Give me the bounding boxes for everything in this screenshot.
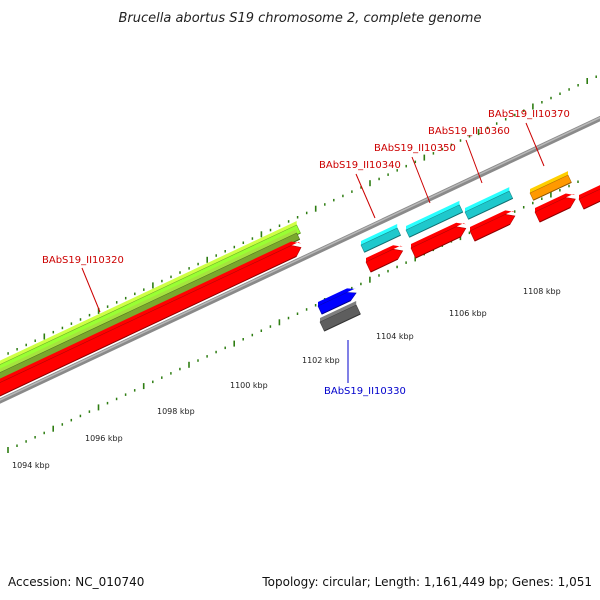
- gene-bar-10330: [317, 288, 357, 315]
- gene-label-leader: [81, 267, 101, 313]
- gene-labels: BAbS19_II10320 BAbS19_II10330 BAbS19_II103…: [42, 109, 570, 397]
- scale-label: 1104 kbp: [376, 332, 414, 341]
- gene-label-leader: [355, 173, 376, 219]
- gene-label-10340: BAbS19_II10340: [319, 160, 401, 171]
- backbone-layer: [0, 115, 600, 404]
- gene-bar-cds-10320: [0, 241, 302, 397]
- gene-label-leader: [411, 156, 431, 204]
- gene-bar-cyan-10340: [360, 224, 401, 253]
- gene-bar-cds-10360: [469, 210, 516, 242]
- accession-text: Accession: NC_010740: [8, 575, 144, 589]
- gene-label-10320: BAbS19_II10320: [42, 255, 124, 266]
- scale-label: 1098 kbp: [157, 407, 195, 416]
- gene-label-10350: BAbS19_II10350: [374, 143, 456, 154]
- gene-bar-cyan-10360: [464, 187, 514, 220]
- scale-label: 1106 kbp: [449, 309, 487, 318]
- gene-features: [0, 171, 600, 397]
- gene-label-10330: BAbS19_II10330: [324, 386, 406, 397]
- gene-bar-orange-10370: [529, 171, 572, 201]
- gene-label-10360: BAbS19_II10360: [428, 126, 510, 137]
- scale-label: 1108 kbp: [523, 287, 561, 296]
- scale-label: 1096 kbp: [85, 434, 123, 443]
- gene-bar-cds-10350: [410, 222, 467, 259]
- gene-label-leader: [465, 139, 483, 184]
- gene-bar-cds-10370: [534, 193, 576, 223]
- scale-ticks: 1094 kbp 1096 kbp 1098 kbp 1100 kbp 1102 kbp…: [7, 75, 597, 470]
- backbone-line: [0, 115, 600, 404]
- scale-label: 1102 kbp: [302, 356, 340, 365]
- topology-text: Topology: circular; Length: 1,161,449 bp…: [261, 575, 592, 589]
- scale-label: 1100 kbp: [230, 381, 268, 390]
- scale-label: 1094 kbp: [12, 461, 50, 470]
- map-title: Brucella abortus S19 chromosome 2, compl…: [119, 11, 482, 26]
- gene-bar-10330-shadow: [319, 301, 361, 332]
- backbone-highlight: [0, 116, 600, 401]
- gene-bar-cds-edge: [578, 185, 600, 210]
- gene-label-leader: [525, 122, 545, 167]
- gene-bar-cyan-10350: [405, 200, 464, 238]
- gene-bar-cds-10340: [365, 245, 404, 273]
- gene-label-10370: BAbS19_II10370: [488, 109, 570, 120]
